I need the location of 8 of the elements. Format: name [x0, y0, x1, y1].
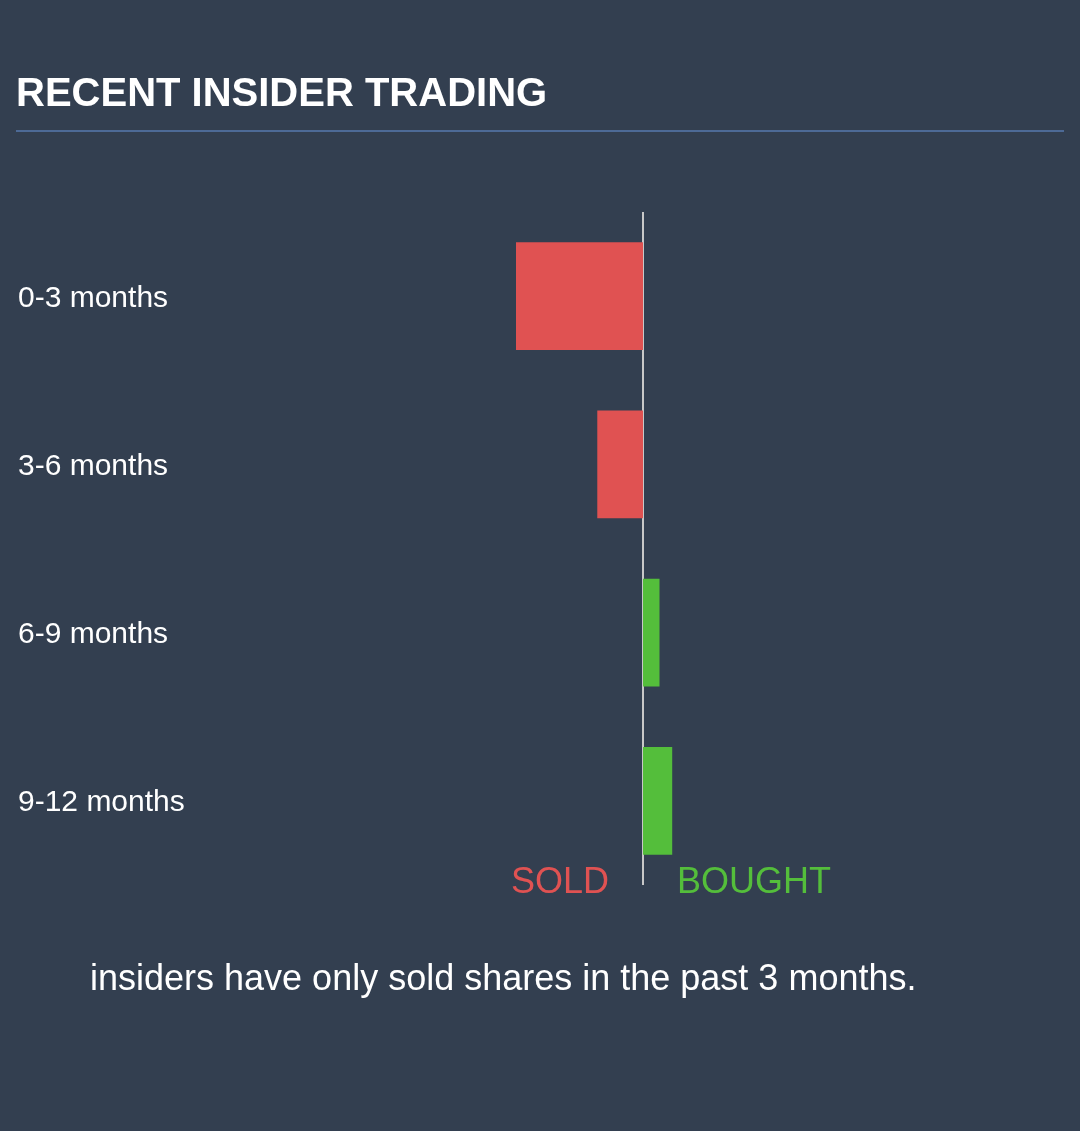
annotation: SOLD — [511, 860, 610, 901]
y-tick-label: 3-6 months — [18, 448, 169, 481]
text: insiders have only sold shares in the past 3 months. — [90, 957, 917, 998]
text: BOUGHT — [677, 860, 832, 901]
chart-title: RECENT INSIDER TRADING — [16, 70, 548, 114]
y-tick-label: 0-3 months — [18, 280, 169, 313]
y-tick-label: 6-9 months — [18, 616, 169, 649]
y-tick-label: 9-12 months — [18, 784, 185, 817]
